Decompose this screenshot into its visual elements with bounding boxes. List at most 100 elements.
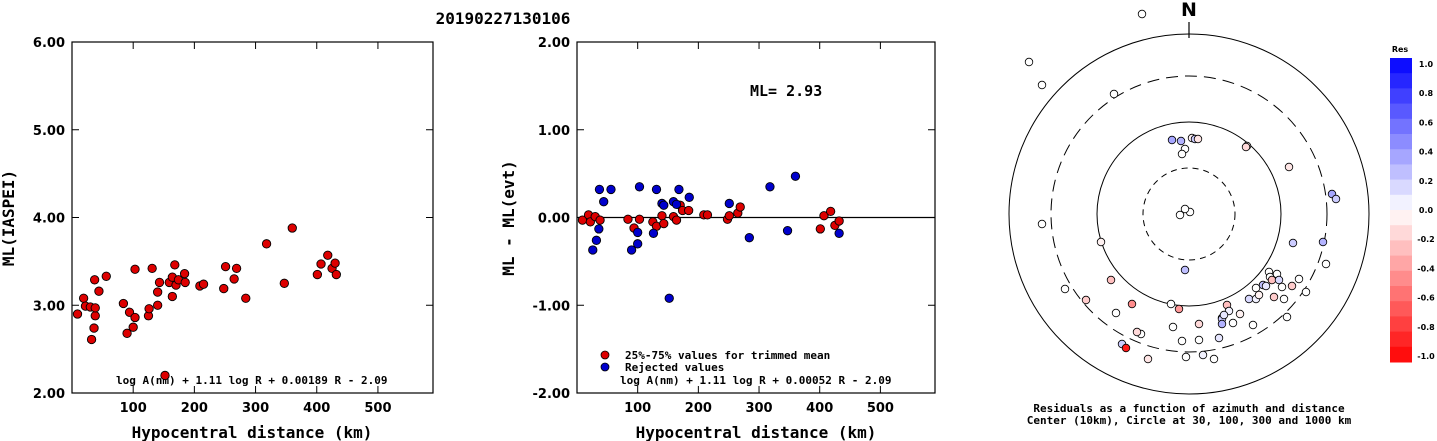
data-point [765, 182, 775, 192]
station-residual-point [1180, 204, 1190, 214]
colorbar-tick-label: 0.2 [1419, 177, 1433, 186]
station-residual-point [1177, 336, 1187, 346]
colorbar-tick-label: 0.8 [1419, 89, 1434, 98]
station-residual-point [1217, 319, 1227, 329]
colorbar-cell [1390, 346, 1412, 363]
data-point [78, 293, 89, 303]
data-points [1024, 9, 1341, 364]
data-point [674, 184, 684, 195]
station-residual-point [1254, 290, 1264, 300]
colorbar-cell [1390, 164, 1412, 181]
y-tick-label: 2.00 [538, 36, 570, 51]
data-point [167, 291, 177, 302]
distance-ring [1008, 33, 1370, 395]
station-residual-point [1209, 354, 1219, 364]
data-point [86, 334, 97, 345]
station-residual-point [1248, 320, 1258, 330]
station-residual-point [1127, 299, 1137, 309]
event-id-title: 20190227130106 [436, 9, 571, 28]
azimuth-distance-polar-chart: N Residuals as a function of azimuth and… [1008, 0, 1370, 427]
colorbar-tick-label: -0.4 [1417, 264, 1435, 273]
colorbar-cells [1390, 58, 1412, 363]
data-point [89, 275, 100, 285]
station-residual-point [1106, 275, 1116, 285]
colorbar-title: Res [1392, 45, 1409, 54]
data-point [825, 206, 836, 217]
station-residual-point [1235, 309, 1245, 319]
station-residual-point [1277, 282, 1287, 292]
data-point [595, 215, 605, 225]
station-residual-point [1198, 350, 1208, 360]
data-point [331, 269, 341, 280]
colorbar-tick-label: 0.6 [1419, 118, 1434, 127]
ml-value-label: ML= 2.93 [750, 82, 822, 100]
data-point [744, 233, 754, 243]
data-point [72, 309, 83, 319]
north-label: N [1181, 0, 1197, 21]
formula-label: log A(nm) + 1.11 log R + 0.00052 R - 2.0… [620, 374, 892, 387]
colorbar-cell [1390, 149, 1412, 165]
data-point [323, 250, 333, 260]
data-point [231, 263, 242, 274]
station-residual-point [1181, 352, 1191, 362]
x-tick-label: 100 [120, 401, 147, 416]
x-axis-label: Hypocentral distance (km) [132, 423, 373, 441]
data-point [198, 279, 209, 289]
station-residual-point [1279, 294, 1289, 304]
data-point [147, 263, 157, 274]
x-tick-label: 400 [806, 401, 833, 416]
station-residual-point [1167, 135, 1177, 145]
data-point [623, 214, 633, 224]
x-tick-label: 200 [181, 401, 208, 416]
distance-ring [1050, 75, 1328, 353]
data-point [144, 304, 154, 314]
data-point [330, 258, 340, 268]
colorbar-cell [1390, 88, 1412, 105]
distance-ring [1142, 167, 1236, 261]
colorbar-cell [1390, 331, 1412, 348]
station-residual-point [1081, 295, 1091, 305]
data-point [287, 223, 297, 233]
polar-caption: Residuals as a function of azimuth and d… [1033, 402, 1345, 415]
data-point [834, 228, 844, 238]
station-residual-point [1132, 327, 1142, 337]
colorbar-tick-label: -0.6 [1417, 294, 1435, 303]
y-tick-label: 3.00 [33, 299, 65, 314]
colorbar-tick-label: -1.0 [1417, 352, 1435, 361]
data-point [89, 323, 99, 333]
plot-frame [71, 41, 434, 394]
data-point [782, 226, 793, 236]
station-residual-point [1219, 310, 1229, 320]
station-residual-point [1269, 292, 1279, 302]
station-residual-point [1176, 136, 1186, 146]
data-point [130, 264, 140, 274]
data-point [153, 300, 163, 310]
data-point [219, 283, 229, 294]
station-residual-point [1096, 237, 1106, 247]
data-point [819, 211, 829, 221]
y-tick-label: 2.00 [33, 387, 65, 402]
colorbar-cell [1390, 194, 1412, 211]
colorbar-cell [1390, 255, 1412, 272]
data-point [599, 197, 609, 207]
data-point [815, 224, 825, 234]
colorbar-tick-label: -0.2 [1417, 235, 1435, 244]
station-residual-point [1244, 294, 1254, 304]
data-point [648, 228, 659, 238]
station-residual-point [1121, 343, 1131, 353]
y-tick-label: -2.00 [533, 387, 570, 402]
x-tick-label: 400 [303, 401, 330, 416]
station-residual-point [1288, 238, 1298, 248]
data-point [594, 184, 605, 195]
colorbar-cell [1390, 179, 1412, 196]
station-residual-point [1194, 335, 1204, 345]
polar-caption-2: Center (10km), Circle at 30, 100, 300 an… [1027, 414, 1352, 427]
data-point [664, 293, 674, 303]
data-point [834, 216, 844, 226]
data-point [316, 259, 326, 269]
data-point [261, 239, 272, 249]
x-tick-label: 500 [364, 401, 391, 416]
legend-label-rejected: Rejected values [625, 361, 724, 374]
data-point [170, 260, 180, 270]
colorbar-cell [1390, 103, 1412, 120]
